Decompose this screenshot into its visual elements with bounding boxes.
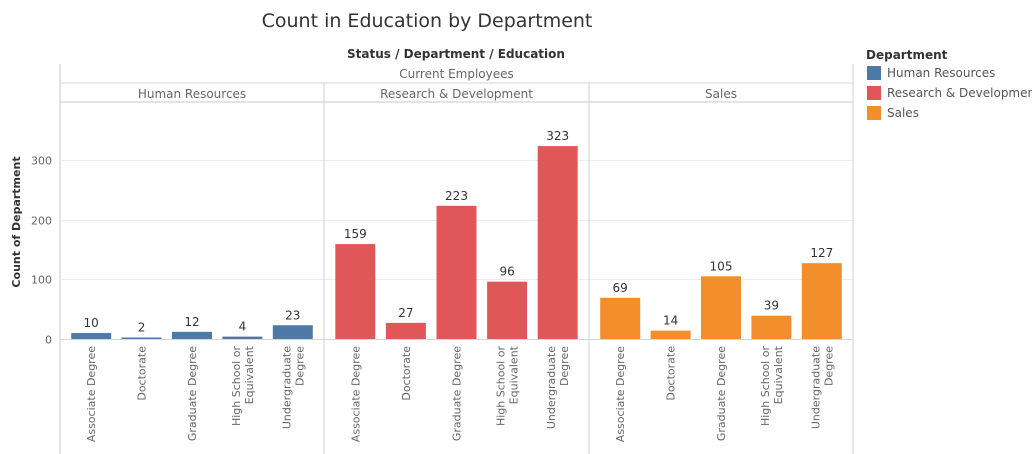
x-tick-label: Degree — [558, 346, 571, 386]
data-label: 10 — [84, 316, 99, 330]
data-label: 4 — [239, 320, 247, 334]
bar[interactable] — [121, 337, 162, 340]
x-tick-label: Undergraduate — [280, 346, 293, 429]
data-label: 69 — [613, 281, 628, 295]
data-label: 105 — [710, 259, 733, 273]
data-label: 39 — [764, 299, 779, 313]
bar[interactable] — [537, 146, 578, 339]
legend-title: Department — [866, 48, 948, 62]
data-label: 96 — [499, 265, 514, 279]
x-tick-label: High School or — [230, 346, 243, 427]
x-tick-label: Undergraduate — [809, 346, 822, 429]
legend-item-label: Human Resources — [887, 66, 995, 80]
x-tick-label: Equivalent — [508, 345, 521, 404]
legend-swatch — [867, 86, 881, 100]
bar[interactable] — [650, 330, 691, 339]
x-tick-label: Equivalent — [772, 345, 785, 404]
x-tick-label: Doctorate — [136, 346, 149, 401]
bar[interactable] — [487, 281, 528, 339]
data-label: 27 — [398, 306, 413, 320]
chart-title: Count in Education by Department — [262, 10, 593, 32]
bar[interactable] — [272, 325, 313, 339]
column-header: Status / Department / Education — [347, 47, 565, 61]
legend-swatch — [867, 106, 881, 120]
y-tick-label: 0 — [45, 334, 52, 347]
bar[interactable] — [385, 322, 426, 339]
bar[interactable] — [436, 205, 477, 339]
x-tick-label: Undergraduate — [545, 346, 558, 429]
data-label: 323 — [546, 129, 569, 143]
legend-item-label: Research & Development — [887, 86, 1032, 100]
bar[interactable] — [222, 336, 263, 339]
bar[interactable] — [701, 276, 741, 339]
data-label: 127 — [810, 246, 833, 260]
x-tick-label: Associate Degree — [85, 346, 98, 442]
status-header: Current Employees — [399, 67, 514, 81]
data-label: 14 — [663, 314, 678, 328]
bar[interactable] — [801, 263, 842, 339]
x-tick-label: Equivalent — [243, 345, 256, 404]
bar[interactable] — [71, 333, 112, 339]
x-tick-label: Graduate Degree — [451, 346, 464, 441]
x-tick-label: Doctorate — [665, 346, 678, 401]
x-tick-label: Degree — [293, 346, 306, 386]
y-tick-label: 300 — [31, 155, 52, 168]
data-label: 159 — [344, 227, 367, 241]
y-axis-title: Count of Department — [10, 156, 23, 287]
bar[interactable] — [335, 244, 376, 339]
panel-header-2: Sales — [705, 87, 737, 101]
bar[interactable] — [751, 315, 792, 339]
y-tick-label: 200 — [31, 215, 52, 228]
x-tick-label: High School or — [495, 346, 508, 427]
panel-header-0: Human Resources — [138, 87, 246, 101]
x-tick-label: Graduate Degree — [186, 346, 199, 441]
data-label: 223 — [445, 189, 468, 203]
legend-item-label: Sales — [887, 106, 919, 120]
x-tick-label: Doctorate — [400, 346, 413, 401]
panel-header-1: Research & Development — [380, 87, 533, 101]
bar[interactable] — [600, 297, 641, 339]
data-label: 12 — [184, 315, 199, 329]
y-tick-label: 100 — [31, 274, 52, 287]
x-tick-label: Associate Degree — [349, 346, 362, 442]
data-label: 23 — [285, 308, 300, 322]
legend-swatch — [867, 66, 881, 80]
x-tick-label: High School or — [759, 346, 772, 427]
x-tick-label: Graduate Degree — [715, 346, 728, 441]
data-label: 2 — [138, 321, 146, 335]
x-tick-label: Degree — [822, 346, 835, 386]
bar[interactable] — [172, 331, 212, 339]
x-tick-label: Associate Degree — [614, 346, 627, 442]
